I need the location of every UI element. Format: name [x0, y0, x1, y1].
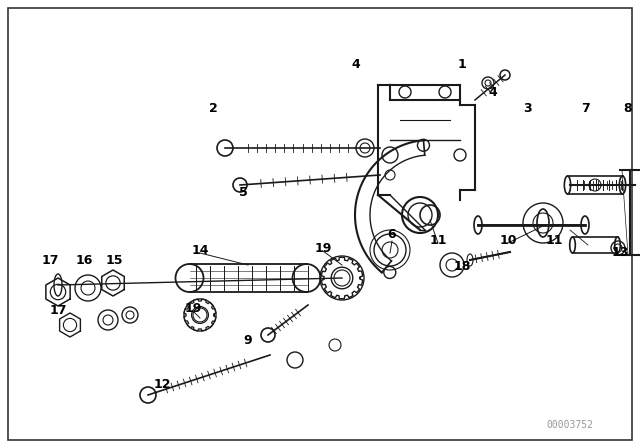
Text: 4: 4: [351, 59, 360, 72]
Text: 7: 7: [582, 102, 590, 115]
Text: 11: 11: [429, 233, 447, 246]
Text: 3: 3: [524, 102, 532, 115]
Text: 17: 17: [49, 303, 67, 316]
Text: 8: 8: [624, 102, 632, 115]
Text: 18: 18: [453, 260, 470, 273]
Text: 9: 9: [244, 333, 252, 346]
Text: 6: 6: [388, 228, 396, 241]
Text: 14: 14: [191, 244, 209, 257]
Text: 1: 1: [458, 59, 467, 72]
Text: 4: 4: [488, 86, 497, 99]
Text: 00003752: 00003752: [547, 420, 593, 430]
Text: 16: 16: [76, 254, 93, 267]
Text: 17: 17: [41, 254, 59, 267]
Text: 15: 15: [105, 254, 123, 267]
Text: 19: 19: [314, 241, 332, 254]
Text: 5: 5: [239, 186, 248, 199]
Text: 10: 10: [499, 233, 516, 246]
Text: 12: 12: [153, 379, 171, 392]
Text: 13: 13: [611, 246, 628, 259]
Text: 19: 19: [184, 302, 202, 314]
Text: 11: 11: [545, 233, 563, 246]
Text: 2: 2: [209, 102, 218, 115]
